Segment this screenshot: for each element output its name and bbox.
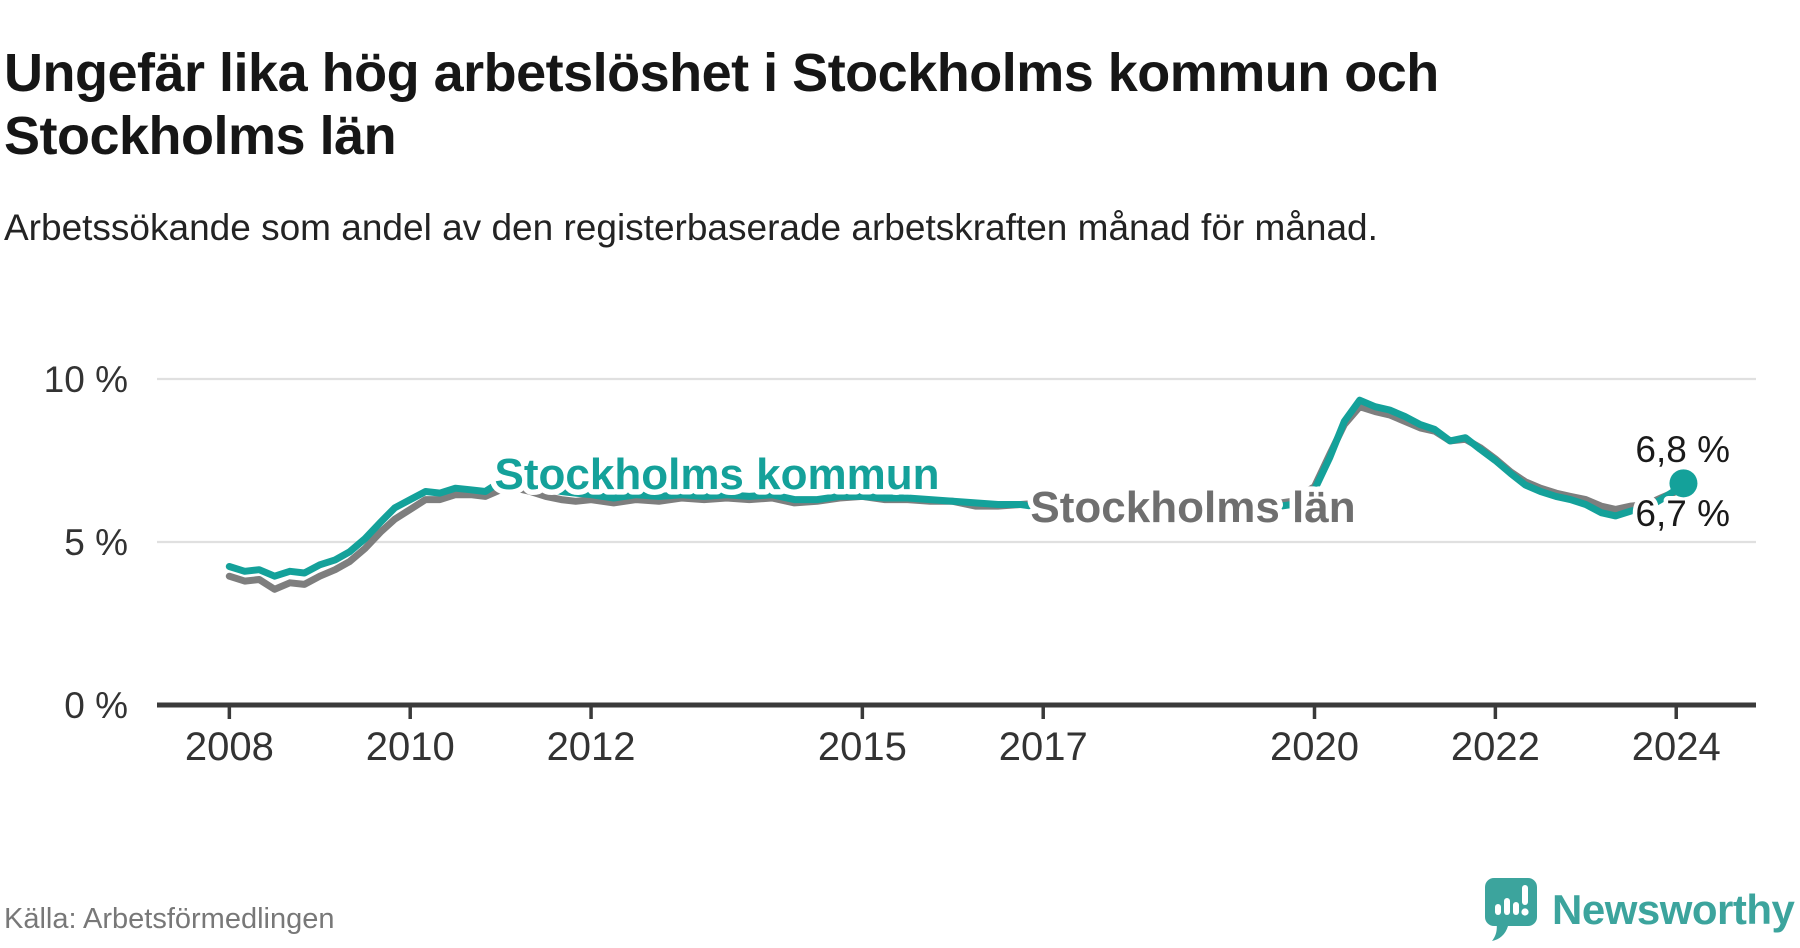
end-value-label-kommun: 6,8 % xyxy=(1635,429,1730,470)
x-axis: 0 % 5 % 10 % 2008 2010 2012 2015 2017 2020 2022 20… xyxy=(44,359,1756,769)
gridlines xyxy=(157,377,1756,544)
newsworthy-wordmark: Newsworthy xyxy=(1552,886,1795,933)
x-axis-tick-label: 2020 xyxy=(1270,725,1359,769)
x-axis-tick-label: 2010 xyxy=(366,725,455,769)
y-axis-tick-label: 5 % xyxy=(64,522,128,563)
series-label-lan: Stockholms län xyxy=(1030,483,1355,532)
y-axis-tick-label: 10 % xyxy=(44,359,128,400)
y-axis-tick-label: 0 % xyxy=(64,685,128,726)
latest-value-dot xyxy=(1669,469,1698,498)
end-dot-layer xyxy=(1669,469,1698,498)
x-axis-tick-label: 2017 xyxy=(999,725,1088,769)
series-labels: Stockholms kommun Stockholms län 6,8 % 6… xyxy=(489,425,1734,539)
x-axis-tick-label: 2022 xyxy=(1451,725,1540,769)
x-axis-tick-label: 2024 xyxy=(1632,725,1721,769)
end-value-label-lan: 6,7 % xyxy=(1635,493,1730,534)
newsworthy-logo: Newsworthy xyxy=(1484,872,1795,948)
source-note: Källa: Arbetsförmedlingen xyxy=(4,903,335,935)
series-line-kommun xyxy=(225,396,1687,580)
x-axis-tick-label: 2008 xyxy=(185,725,274,769)
page-title: Ungefär lika hög arbetslöshet i Stockhol… xyxy=(4,43,1439,167)
x-axis-tick-label: 2012 xyxy=(547,725,636,769)
chart-subtitle: Arbetssökande som andel av den registerb… xyxy=(4,207,1378,248)
newsworthy-icon xyxy=(1485,878,1537,941)
series-label-kommun: Stockholms kommun xyxy=(495,450,940,499)
x-axis-tick-label: 2015 xyxy=(818,725,907,769)
series-line-lan xyxy=(225,403,1687,593)
series-lines xyxy=(225,396,1687,593)
